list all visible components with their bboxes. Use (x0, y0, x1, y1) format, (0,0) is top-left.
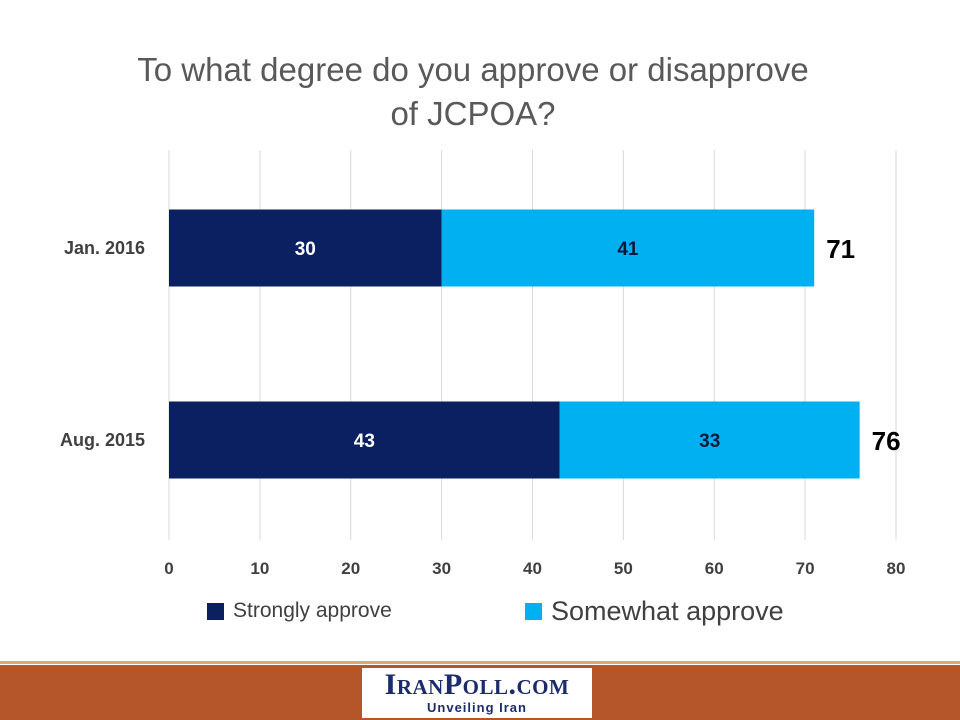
legend-swatch-somewhat-approve (525, 603, 542, 620)
category-labels: Jan. 2016 Aug. 2015 (60, 238, 145, 450)
x-tick-label: 0 (164, 559, 173, 578)
chart-title: To what degree do you approve or disappr… (0, 48, 946, 136)
iranpoll-logo[interactable]: IranPoll.com Unveiling Iran (362, 668, 592, 718)
logo-text: IranPoll.com (384, 668, 570, 701)
x-tick-label: 50 (614, 559, 633, 578)
chart-title-line-1: To what degree do you approve or disappr… (137, 51, 809, 88)
total-label: 71 (826, 234, 855, 264)
x-tick-label: 80 (887, 559, 906, 578)
total-label: 76 (872, 426, 901, 456)
stacked-bar-chart: 30 41 71 43 33 76 Jan. 2016 Aug. 2015 0 10 20 30 4… (60, 150, 905, 578)
footer-accent-line (0, 661, 960, 664)
bar-somewhat-0 (441, 209, 815, 287)
data-label: 30 (295, 239, 316, 260)
legend-item-somewhat-approve: Somewhat approve (525, 596, 784, 627)
bar-strongly-1 (169, 401, 560, 479)
category-label: Aug. 2015 (60, 430, 145, 450)
legend-label-strongly-approve: Strongly approve (233, 599, 392, 622)
x-tick-label: 70 (796, 559, 815, 578)
bar-strongly-0 (169, 209, 442, 287)
legend-item-strongly-approve: Strongly approve (207, 599, 392, 623)
data-labels: 30 41 71 43 33 76 (295, 234, 901, 456)
legend-label-somewhat-approve: Somewhat approve (551, 596, 784, 626)
chart-title-line-2: of JCPOA? (390, 95, 556, 132)
bar-somewhat-1 (559, 401, 860, 479)
bars (169, 209, 860, 479)
gridlines (168, 150, 897, 540)
category-label: Jan. 2016 (64, 238, 145, 258)
x-tick-label: 60 (705, 559, 724, 578)
data-label: 41 (617, 239, 639, 260)
x-tick-label: 40 (523, 559, 542, 578)
x-tick-label: 20 (341, 559, 360, 578)
data-label: 43 (354, 431, 375, 452)
data-label: 33 (699, 431, 720, 452)
x-tick-labels: 0 10 20 30 40 50 60 70 80 (164, 559, 905, 578)
logo-tagline: Unveiling Iran (427, 700, 527, 715)
x-tick-label: 30 (432, 559, 451, 578)
legend-swatch-strongly-approve (207, 602, 224, 620)
x-tick-label: 10 (250, 559, 269, 578)
